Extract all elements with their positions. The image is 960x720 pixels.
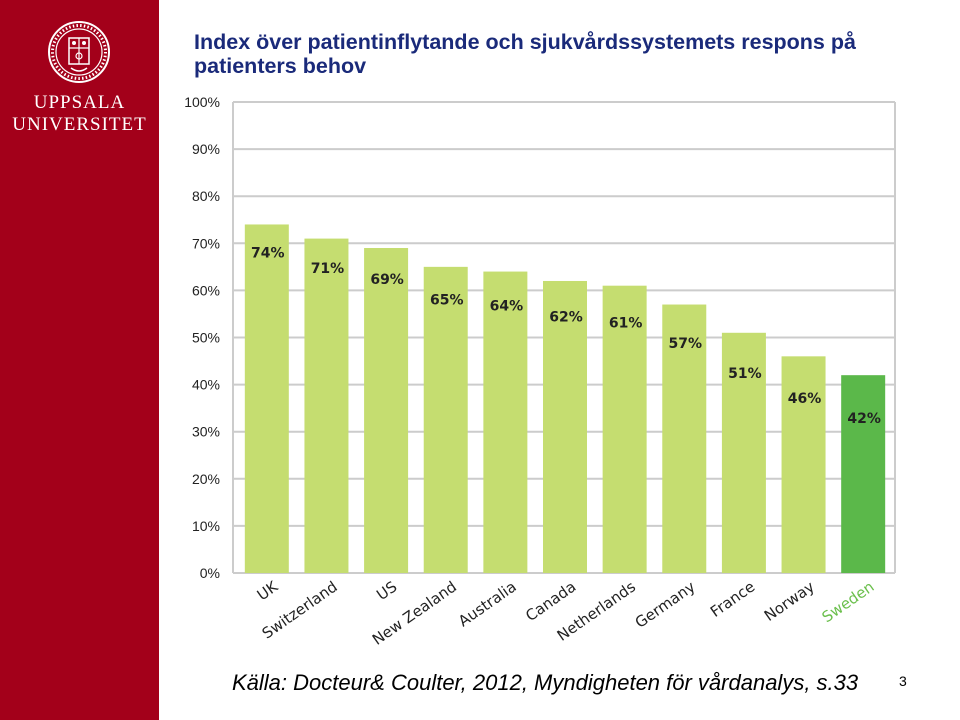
bar-value-label: 51% <box>728 366 762 382</box>
x-category-label: Norway <box>761 577 818 624</box>
university-seal-icon <box>48 21 110 83</box>
university-name-line1: UPPSALA <box>33 92 126 113</box>
bar <box>423 266 468 573</box>
x-category-label: US <box>373 578 400 605</box>
sidebar-brand-panel: UPPSALA UNIVERSITET <box>0 0 159 720</box>
y-tick-label: 50% <box>192 330 220 346</box>
bar-value-label: 61% <box>609 316 643 332</box>
bar <box>602 285 647 573</box>
university-name-line2: UNIVERSITET <box>12 114 147 135</box>
y-tick-label: 20% <box>192 471 220 487</box>
y-tick-label: 0% <box>200 565 220 581</box>
bar-value-label: 71% <box>311 261 345 277</box>
y-tick-label: 30% <box>192 424 220 440</box>
y-tick-label: 90% <box>192 141 220 157</box>
bar-value-label: 62% <box>549 309 583 325</box>
y-tick-label: 60% <box>192 282 220 298</box>
bar-value-label: 42% <box>847 411 881 427</box>
y-tick-label: 100% <box>184 94 220 110</box>
bar-value-label: 46% <box>788 391 822 407</box>
x-category-label: France <box>707 578 758 621</box>
bar-value-label: 65% <box>430 292 464 308</box>
y-tick-label: 80% <box>192 188 220 204</box>
x-category-label: Sweden <box>819 578 878 627</box>
bar <box>543 280 587 573</box>
bar <box>483 271 528 573</box>
bar <box>781 356 826 573</box>
bar <box>841 375 886 573</box>
bar-value-label: 74% <box>251 245 285 261</box>
bar-value-label: 57% <box>669 336 703 352</box>
x-category-label: Australia <box>455 578 520 631</box>
bar <box>244 224 289 573</box>
bar <box>721 332 766 573</box>
bar <box>364 248 409 573</box>
bar <box>304 238 349 573</box>
x-category-label: Germany <box>632 577 699 631</box>
slide-title: Index över patientinflytande och sjukvår… <box>194 30 856 78</box>
y-tick-label: 70% <box>192 235 220 251</box>
bar-value-label: 69% <box>370 272 404 288</box>
x-category-label: UK <box>254 577 282 604</box>
source-citation: Källa: Docteur& Coulter, 2012, Myndighet… <box>232 670 859 695</box>
bar-chart: 0% 10% 20% 30% 40% 50% 60% 70% 80% 90% 100% 74% UK 71… <box>184 94 896 649</box>
bar <box>662 304 707 573</box>
slide-number: 3 <box>899 673 907 689</box>
bar-value-label: 64% <box>490 299 524 315</box>
y-tick-label: 10% <box>192 518 220 534</box>
y-tick-label: 40% <box>192 377 220 393</box>
